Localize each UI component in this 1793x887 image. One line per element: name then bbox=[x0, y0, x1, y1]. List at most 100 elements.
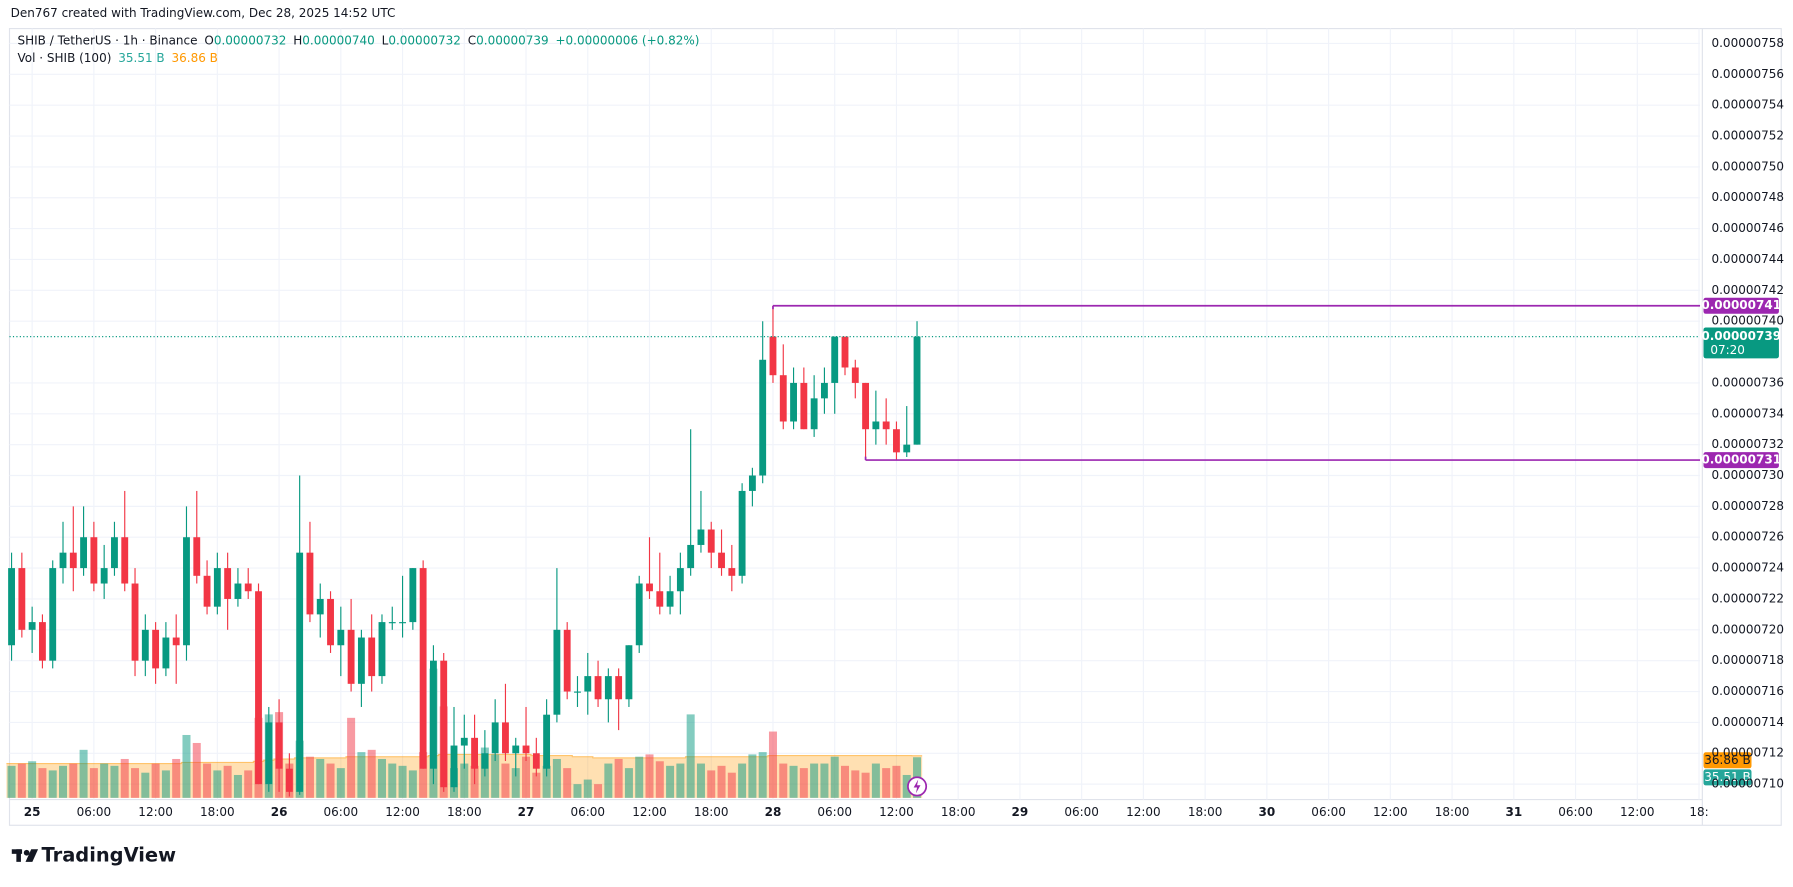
candle-body bbox=[388, 622, 396, 624]
y-tick-label: 0.00000750 bbox=[1711, 159, 1784, 173]
candle-body bbox=[893, 429, 900, 453]
volume-bar bbox=[748, 754, 757, 798]
candle-body bbox=[49, 568, 57, 661]
y-tick-label: 0.00000756 bbox=[1711, 67, 1784, 81]
level-tag-label: 0.00000741 bbox=[1701, 298, 1781, 312]
volume-bar bbox=[614, 758, 623, 798]
candle-body bbox=[862, 382, 870, 430]
x-tick-label: 18:00 bbox=[1188, 805, 1223, 819]
candle-body bbox=[357, 637, 365, 684]
y-tick-label: 0.00000746 bbox=[1711, 221, 1784, 235]
candle-body bbox=[90, 537, 98, 584]
change-value: +0.00000006 (+0.82%) bbox=[556, 34, 700, 48]
volume-bar bbox=[552, 758, 561, 798]
candle-body bbox=[707, 529, 715, 553]
volume-bar bbox=[17, 763, 26, 798]
candle-body bbox=[769, 336, 777, 376]
volume-bar bbox=[604, 763, 613, 798]
candle-body bbox=[409, 568, 417, 623]
candle-body bbox=[183, 537, 190, 646]
volume-bar bbox=[532, 772, 541, 798]
y-tick-label: 0.00000742 bbox=[1711, 283, 1784, 297]
candle-body bbox=[152, 629, 160, 669]
y-tick-label: 0.00000748 bbox=[1711, 190, 1784, 204]
candle-body bbox=[831, 336, 839, 383]
logo-mark bbox=[23, 849, 30, 856]
candle-body bbox=[255, 591, 262, 785]
candle-body bbox=[718, 552, 725, 569]
candle-body bbox=[728, 568, 736, 576]
logo: TradingView bbox=[11, 844, 176, 867]
volume-bar bbox=[511, 768, 520, 798]
volume-legend-value: 35.51 B bbox=[118, 51, 164, 65]
x-tick-label: 18: bbox=[1689, 805, 1708, 819]
volume-bar bbox=[151, 763, 160, 798]
volume-bar bbox=[882, 768, 891, 798]
axes: 0.00000758 0.00000756 0.00000754 0.00000752… bbox=[24, 36, 1784, 819]
y-tick-label: 0.00000734 bbox=[1711, 406, 1784, 420]
candle-body bbox=[131, 583, 139, 661]
candle-body bbox=[882, 421, 890, 430]
candle-body bbox=[502, 722, 509, 754]
x-tick-label: 06:00 bbox=[817, 805, 852, 819]
attribution: Den767 created with TradingView.com, Dec… bbox=[11, 6, 396, 20]
volume-bar bbox=[491, 754, 500, 798]
candle-body bbox=[234, 583, 242, 599]
level-tag bbox=[1703, 452, 1779, 469]
candle-body bbox=[738, 490, 746, 576]
volume-bar bbox=[655, 761, 664, 798]
volume-bar bbox=[100, 763, 109, 798]
volume-bar bbox=[645, 754, 654, 798]
candle-body bbox=[38, 622, 46, 661]
candle-body bbox=[440, 660, 448, 788]
level-tag-label: 0.00000731 bbox=[1701, 453, 1781, 467]
volume-bar bbox=[666, 765, 675, 798]
volume-bar bbox=[336, 768, 345, 798]
candle-body bbox=[810, 398, 818, 430]
candle-body bbox=[656, 591, 664, 607]
candle-body bbox=[121, 537, 129, 584]
x-tick-label: 31 bbox=[1505, 805, 1522, 819]
x-tick-label: 12:00 bbox=[1373, 805, 1408, 819]
volume-bar bbox=[79, 749, 88, 798]
volume-bar bbox=[810, 763, 819, 798]
x-tick-label: 06:00 bbox=[1064, 805, 1099, 819]
volume-bar bbox=[357, 752, 366, 798]
x-tick-label: 12:00 bbox=[632, 805, 667, 819]
volume-bar bbox=[48, 770, 57, 798]
candle-body bbox=[574, 691, 581, 693]
volume-bar bbox=[192, 742, 201, 798]
candle-body bbox=[100, 568, 108, 584]
x-tick-label: 18:00 bbox=[694, 805, 729, 819]
candle-body bbox=[491, 722, 499, 754]
candle-body bbox=[851, 367, 859, 383]
x-tick-label: 06:00 bbox=[1311, 805, 1346, 819]
logo-mark bbox=[16, 849, 21, 862]
x-tick-label: 26 bbox=[271, 805, 288, 819]
x-tick-label: 18:00 bbox=[447, 805, 482, 819]
volume-bar bbox=[408, 770, 417, 798]
level-tag bbox=[1703, 297, 1779, 314]
ohlc-label: C bbox=[468, 34, 476, 48]
candle-body bbox=[244, 583, 252, 592]
candle-body bbox=[296, 552, 304, 792]
x-tick-label: 06:00 bbox=[570, 805, 605, 819]
volume-bar bbox=[779, 763, 788, 798]
y-tick-label: 0.00000754 bbox=[1711, 98, 1784, 112]
y-tick-label: 0.00000720 bbox=[1711, 622, 1784, 636]
volume-bar bbox=[326, 763, 335, 798]
volume-bar bbox=[244, 770, 253, 798]
candle-body bbox=[399, 622, 406, 624]
y-tick-label: 0.00000710 bbox=[1711, 777, 1784, 791]
volume-bar bbox=[563, 768, 572, 798]
volume-bar bbox=[89, 768, 98, 798]
y-tick-label: 0.00000722 bbox=[1711, 591, 1784, 605]
candle-body bbox=[141, 629, 149, 661]
last-price-tag bbox=[1703, 327, 1779, 359]
candle-body bbox=[913, 336, 921, 445]
logo-mark bbox=[25, 849, 39, 862]
candle-body bbox=[28, 622, 36, 630]
